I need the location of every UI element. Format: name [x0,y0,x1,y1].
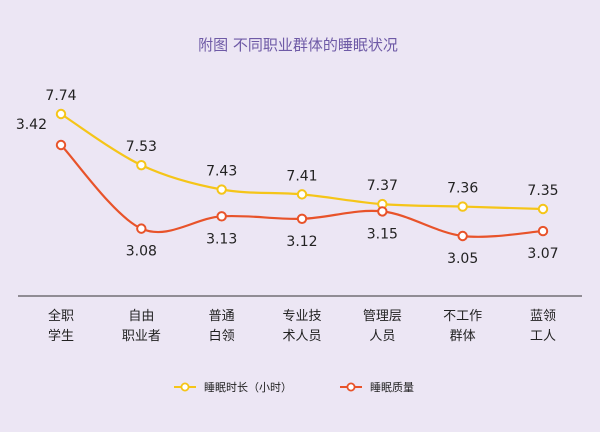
legend-label: 睡眠时长（小时） [204,381,292,394]
data-labels: 7.74 7.53 7.43 7.41 7.37 7.36 7.35 3.42 3.08 3.13… [16,88,559,267]
series-layer [55,108,549,242]
series-2-point [296,213,308,224]
series-2-label: 3.08 [126,244,157,260]
legend-label: 睡眠质量 [370,381,414,394]
category-label: 蓝领工人 [530,309,556,344]
series-1-point [457,201,468,212]
series-1-label: 7.53 [126,139,157,155]
series-1-label: 7.74 [45,88,76,104]
legend-swatch-marker [180,382,190,392]
legend: 睡眠时长（小时） 睡眠质量 [174,381,414,394]
series-1-point [216,184,227,195]
series-2-label: 3.12 [286,234,317,250]
series-2-point [136,223,147,234]
category-label: 普通白领 [209,309,235,344]
chart-title: 附图 不同职业群体的睡眠状况 [198,36,398,54]
series-2-point [377,206,388,217]
series-1-label: 7.37 [367,178,398,194]
category-label: 专业技术人员 [282,309,321,344]
category-label: 不工作群体 [443,309,482,344]
series-1-point [55,108,67,120]
series-2 [55,139,549,242]
series-1-label: 7.43 [206,164,237,180]
series-1-point [296,189,308,200]
legend-item-2: 睡眠质量 [340,381,414,394]
series-2-label: 3.15 [367,226,398,242]
series-1-label: 7.41 [286,168,317,184]
series-2-point [457,230,468,242]
series-1-point [136,159,147,171]
series-2-label: 3.42 [16,117,47,133]
legend-swatch-marker [346,382,356,392]
legend-item-1: 睡眠时长（小时） [174,381,292,394]
series-2-point [55,139,67,151]
series-2-label: 3.13 [206,231,237,247]
category-label: 自由职业者 [122,309,161,344]
series-2-label: 3.05 [447,251,478,267]
series-1-point [537,203,549,215]
category-label: 全职学生 [48,308,74,344]
series-2-label: 3.07 [527,246,558,262]
series-1 [55,108,549,215]
category-label: 管理层人员 [363,309,402,344]
series-2-point [537,225,549,237]
series-1-label: 7.35 [527,183,558,199]
series-2-point [216,211,227,222]
series-1-label: 7.36 [447,181,478,197]
category-labels: 全职学生 自由职业者 普通白领 专业技术人员 管理层人员 不工作群体 蓝领工人 [48,308,556,344]
